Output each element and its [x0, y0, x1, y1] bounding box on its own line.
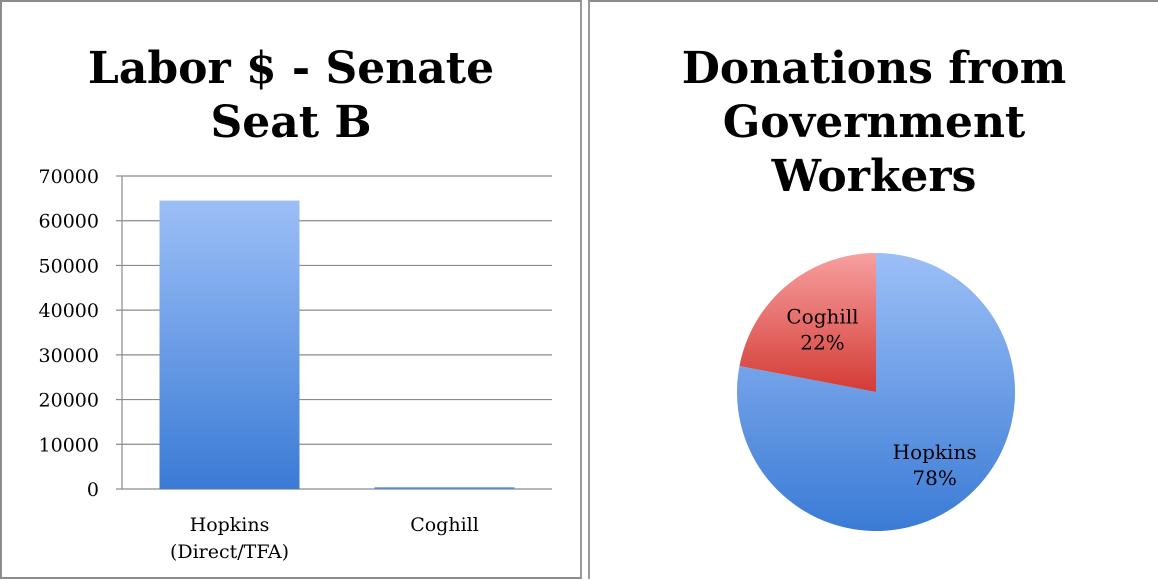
pie-chart-title: Donations from Government Workers: [681, 43, 1067, 202]
y-tick-label: 0: [87, 479, 99, 501]
x-category-label-line2: (Direct/TFA): [170, 541, 289, 563]
pie-slice-coghill: [739, 253, 876, 392]
pie-slice-name-label: Hopkins: [893, 440, 977, 464]
y-tick-label: 50000: [39, 255, 99, 277]
pie-slice-name-label: Coghill: [786, 304, 858, 328]
pie-chart-panel: Donations from Government Workers Hopkin…: [588, 0, 1158, 579]
y-tick-label: 70000: [39, 166, 99, 188]
bar-chart-title: Labor $ - Senate Seat B: [87, 43, 495, 148]
x-category-label: Coghill: [410, 514, 479, 536]
pie-slice-percent-label: 78%: [912, 466, 956, 490]
y-tick-label: 30000: [39, 345, 99, 367]
y-tick-label: 10000: [39, 434, 99, 456]
bar-chart-panel: Labor $ - Senate Seat B 0 10000 20000 30000…: [0, 0, 582, 579]
bar-chart-plot: 0 10000 20000 30000 40000 50000 60000 70000 Hopk…: [39, 166, 552, 563]
x-category-label: Hopkins: [190, 514, 270, 536]
pie-slice-percent-label: 22%: [800, 330, 844, 354]
y-tick-label: 20000: [39, 390, 99, 412]
y-tick-label: 60000: [39, 211, 99, 233]
bar-hopkins: [159, 200, 300, 490]
y-tick-label: 40000: [39, 300, 99, 322]
bar-coghill: [374, 487, 515, 489]
